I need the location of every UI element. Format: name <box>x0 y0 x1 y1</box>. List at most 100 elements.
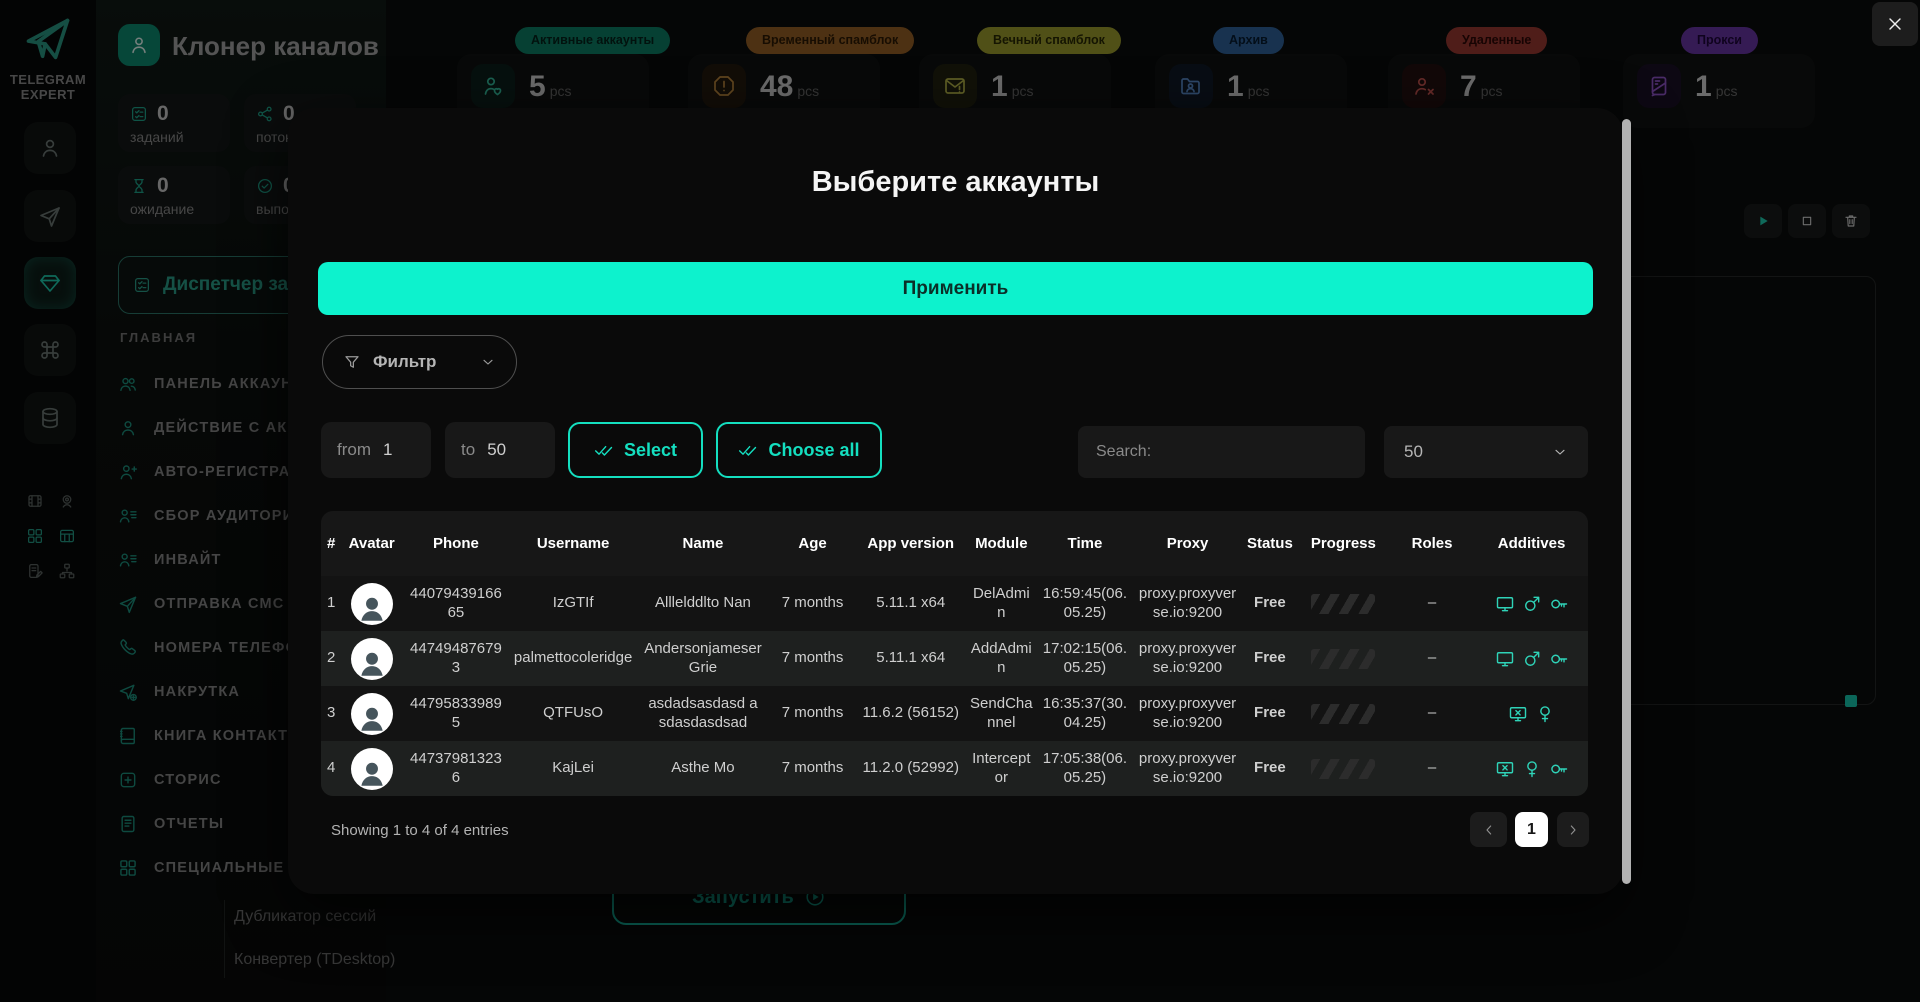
table-row[interactable]: 3 447958339895 QTFUsO asdadsasdasd a sda… <box>321 686 1588 741</box>
filter-dropdown[interactable]: Фильтр <box>322 335 517 389</box>
cell-progress <box>1298 576 1389 631</box>
cell-num: 1 <box>326 594 336 612</box>
cell-avatar <box>341 741 402 796</box>
col-header-time: Time <box>1036 511 1134 576</box>
cell-progress <box>1298 686 1389 741</box>
modal-title: Выберите аккаунты <box>811 166 1100 198</box>
desktop-icon <box>1495 594 1515 614</box>
cell-module: AddAdmin <box>970 639 1032 676</box>
cell-appversion: 11.6.2 (56152) <box>862 704 959 722</box>
cell-username: palmettocoleridge <box>513 649 633 667</box>
cell-proxy: proxy.proxyverse.io:9200 <box>1138 639 1237 676</box>
col-header-name: Name <box>636 511 770 576</box>
apply-button[interactable]: Применить <box>318 262 1593 315</box>
cell-module: DelAdmin <box>972 584 1030 621</box>
cell-appversion: 11.2.0 (52992) <box>862 759 959 777</box>
cell-time: 16:35:37(30.04.25) <box>1042 694 1128 731</box>
col-header-phone: Phone <box>402 511 510 576</box>
cell-age: 7 months <box>781 704 844 722</box>
table-header-row: # Avatar Phone Username Name Age App ver… <box>321 511 1588 576</box>
status-free: Free <box>1254 649 1286 667</box>
cell-additives <box>1475 686 1588 741</box>
table-row[interactable]: 2 447494876793 palmettocoleridge Anderso… <box>321 631 1588 686</box>
female-icon <box>1522 759 1542 779</box>
close-modal-button[interactable] <box>1872 2 1918 46</box>
close-icon <box>1885 14 1905 34</box>
desktop-icon <box>1495 649 1515 669</box>
male-icon <box>1522 594 1542 614</box>
select-button[interactable]: Select <box>568 422 703 478</box>
pagination-page-button[interactable]: 1 <box>1515 812 1548 847</box>
cell-roles: – <box>1427 759 1437 777</box>
table-row[interactable]: 1 4407943916665 IzGTIf Alllelddlto Nan 7… <box>321 576 1588 631</box>
col-header-roles: Roles <box>1388 511 1476 576</box>
cell-time: 17:05:38(06.05.25) <box>1042 749 1128 786</box>
key-icon <box>1549 759 1569 779</box>
cell-phone: 447958339895 <box>410 694 502 731</box>
pagination-prev-button[interactable] <box>1470 812 1507 847</box>
progress-bar <box>1311 703 1376 724</box>
cell-name: asdadsasdasd a sdasdasdsad <box>648 694 758 731</box>
cell-avatar <box>341 631 402 686</box>
table-row[interactable]: 4 447379813236 KajLei Asthe Mo 7 months … <box>321 741 1588 796</box>
cell-name: Alllelddlto Nan <box>655 594 751 612</box>
progress-bar <box>1311 593 1376 614</box>
avatar <box>350 692 393 735</box>
pagination-next-button[interactable] <box>1557 812 1589 847</box>
cell-module: SendChannel <box>970 694 1033 731</box>
cell-additives <box>1475 576 1588 631</box>
range-from-input[interactable]: from 1 <box>321 422 431 478</box>
avatar <box>350 637 393 680</box>
double-check-icon <box>594 440 614 460</box>
col-header-additives: Additives <box>1475 511 1588 576</box>
cell-time: 17:02:15(06.05.25) <box>1042 639 1128 676</box>
progress-bar <box>1311 758 1376 779</box>
cell-proxy: proxy.proxyverse.io:9200 <box>1138 694 1237 731</box>
cell-num: 3 <box>326 704 336 722</box>
desktop-x-icon <box>1508 704 1528 724</box>
col-header-proxy: Proxy <box>1133 511 1243 576</box>
col-header-appversion: App version <box>855 511 966 576</box>
search-input[interactable] <box>1078 426 1365 478</box>
col-header-num: # <box>321 511 342 576</box>
female-icon <box>1535 704 1555 724</box>
cell-phone: 447494876793 <box>410 639 502 676</box>
chevron-down-icon <box>480 354 496 370</box>
progress-bar <box>1311 648 1376 669</box>
cell-username: QTFUsO <box>543 704 604 722</box>
accounts-table: # Avatar Phone Username Name Age App ver… <box>321 511 1588 796</box>
male-icon <box>1522 649 1542 669</box>
col-header-username: Username <box>509 511 637 576</box>
double-check-icon <box>738 440 758 460</box>
key-icon <box>1549 594 1569 614</box>
status-free: Free <box>1254 594 1286 612</box>
avatar <box>350 582 393 625</box>
chevron-down-icon <box>1552 444 1568 460</box>
cell-phone: 447379813236 <box>410 749 502 786</box>
col-header-status: Status <box>1242 511 1298 576</box>
modal-scrollbar[interactable] <box>1622 119 1631 884</box>
cell-appversion: 5.11.1 x64 <box>876 594 946 612</box>
chevron-right-icon <box>1565 822 1581 838</box>
range-to-input[interactable]: to 50 <box>445 422 555 478</box>
desktop-x-icon <box>1495 759 1515 779</box>
cell-age: 7 months <box>781 649 844 667</box>
avatar <box>350 747 393 790</box>
cell-appversion: 5.11.1 x64 <box>876 649 946 667</box>
cell-name: Asthe Mo <box>671 759 735 777</box>
cell-module: Interceptor <box>972 749 1031 786</box>
cell-age: 7 months <box>781 759 844 777</box>
col-header-age: Age <box>769 511 856 576</box>
cell-progress <box>1298 631 1389 686</box>
cell-username: KajLei <box>552 759 594 777</box>
cell-additives <box>1475 741 1588 796</box>
cell-time: 16:59:45(06.05.25) <box>1042 584 1128 621</box>
funnel-icon <box>343 353 361 371</box>
col-header-progress: Progress <box>1297 511 1389 576</box>
page-size-select[interactable]: 50 <box>1384 426 1588 478</box>
cell-phone: 4407943916665 <box>410 584 502 621</box>
cell-age: 7 months <box>781 594 844 612</box>
choose-all-button[interactable]: Choose all <box>716 422 882 478</box>
cell-username: IzGTIf <box>552 594 594 612</box>
